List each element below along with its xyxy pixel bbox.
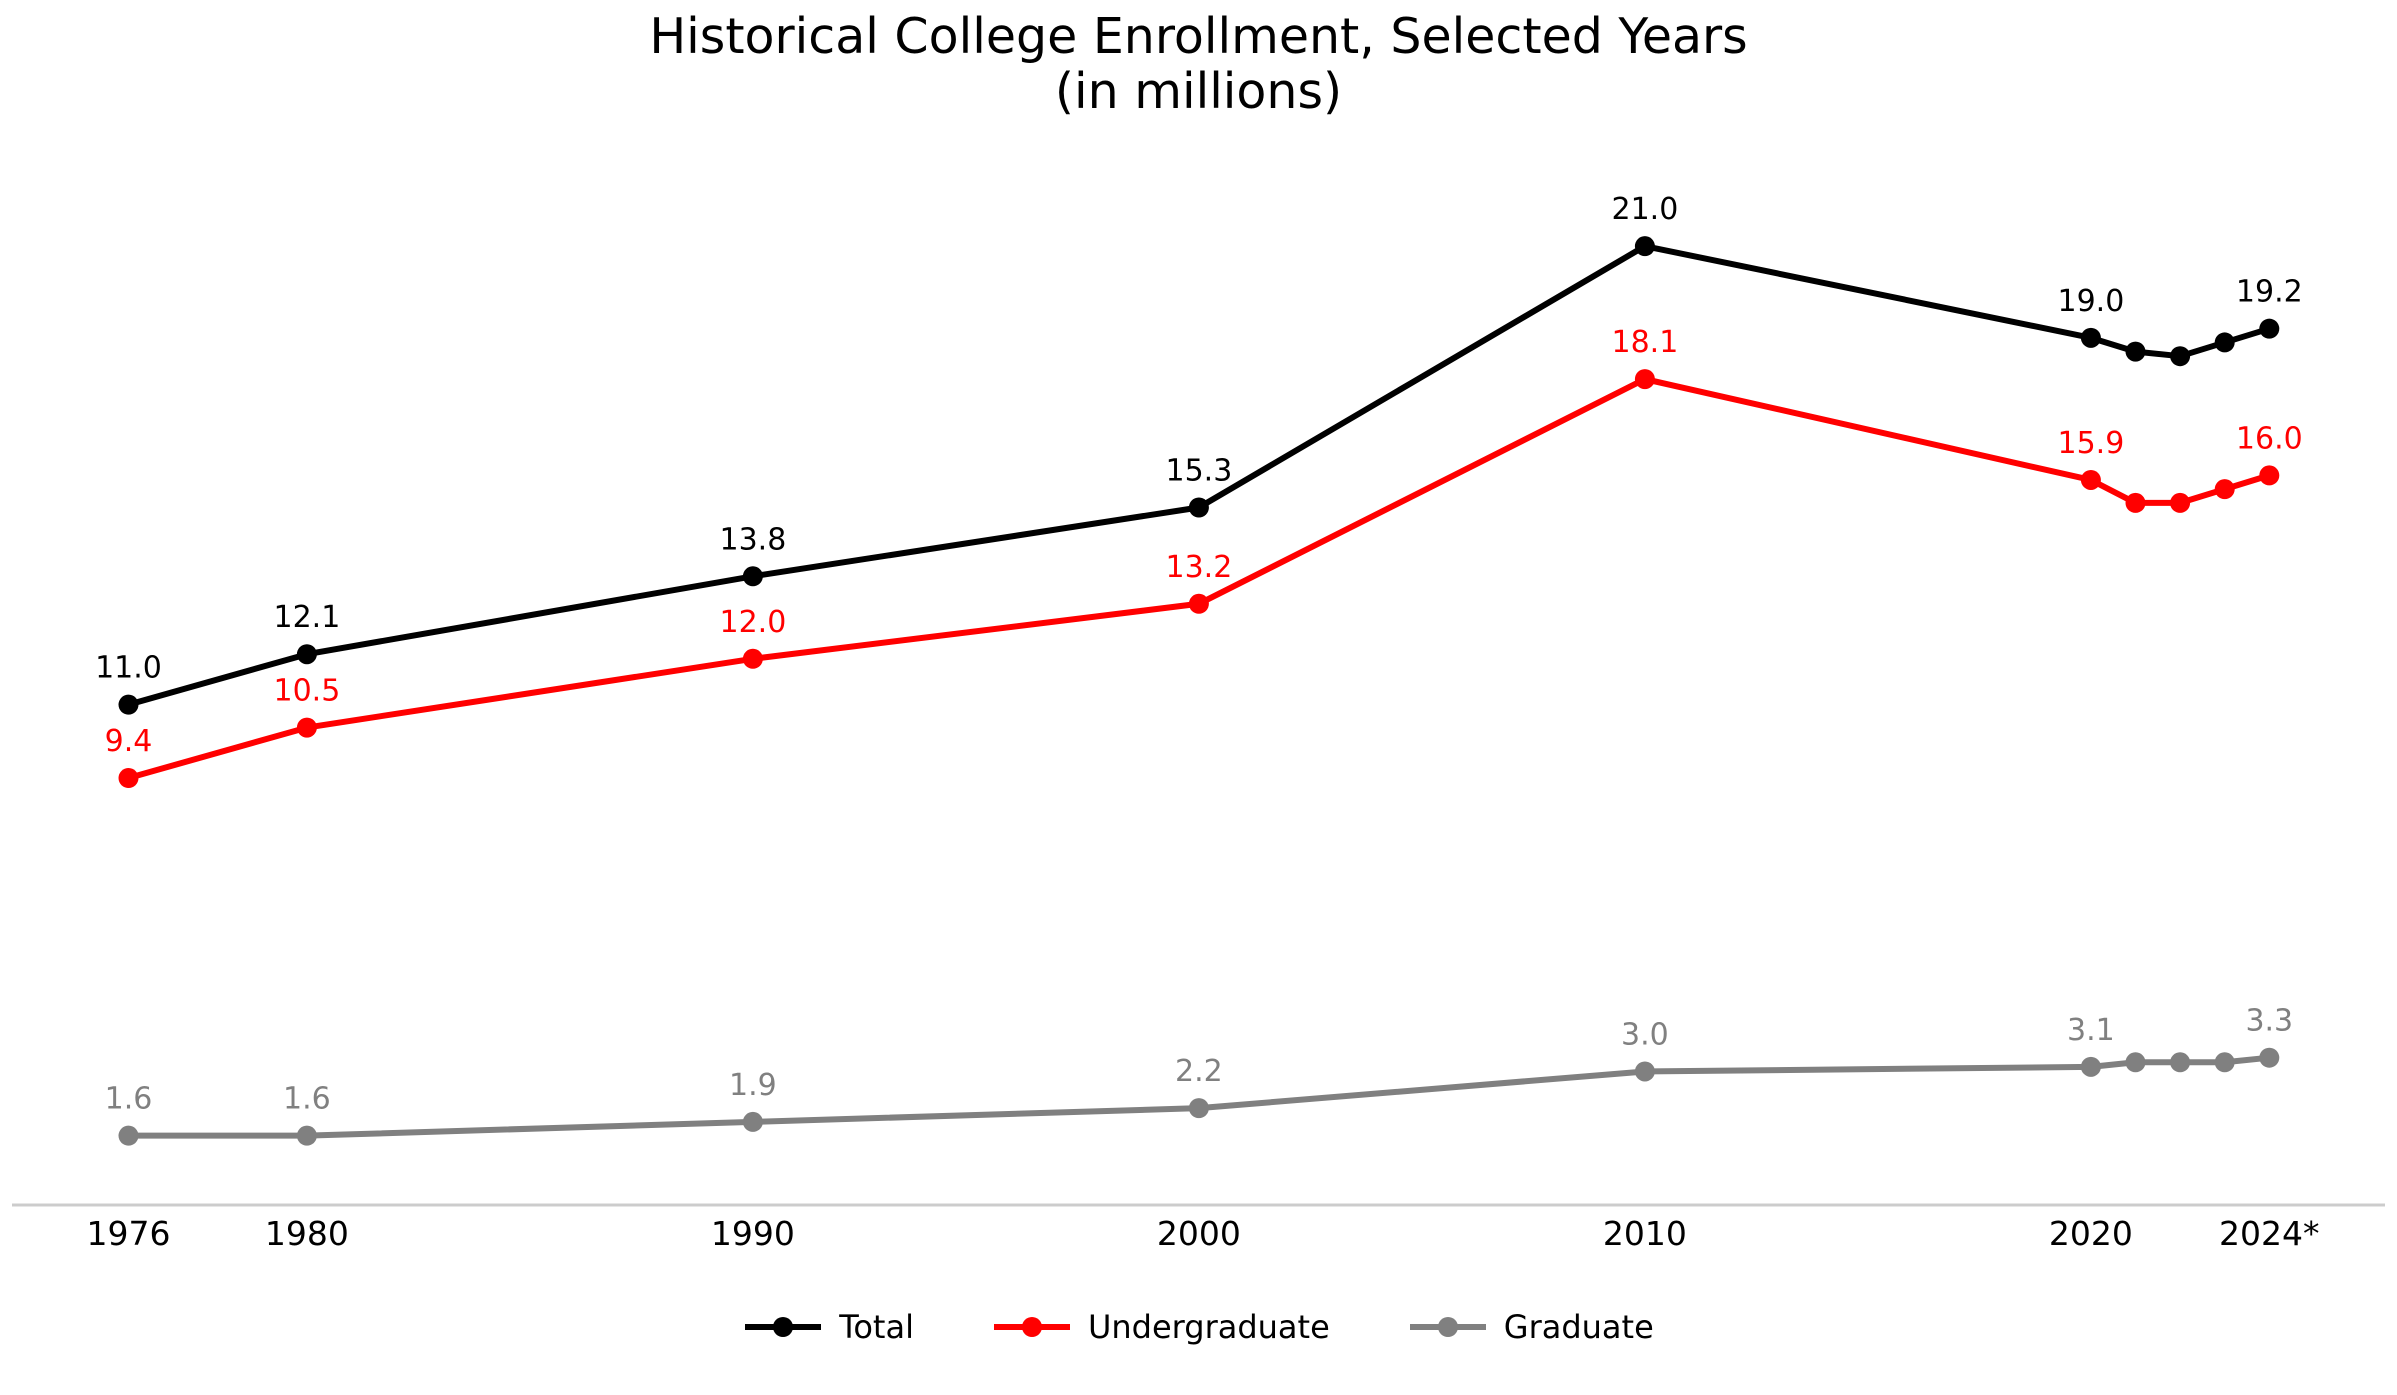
chart-title-block: Historical College Enrollment, Selected … <box>0 8 2397 120</box>
data-point-graduate-2021 <box>2125 1052 2146 1073</box>
legend-line-dot-icon <box>1409 1317 1486 1337</box>
data-point-undergraduate-1990 <box>742 648 763 669</box>
data-label-total-1976: 11.0 <box>95 651 162 686</box>
data-point-undergraduate-2020 <box>2080 469 2101 490</box>
data-point-graduate-2010 <box>1634 1061 1655 1082</box>
data-point-total-1980 <box>296 644 317 665</box>
data-label-total-2000: 15.3 <box>1166 453 1233 488</box>
data-label-graduate-1980: 1.6 <box>283 1082 331 1117</box>
data-label-graduate-2020: 3.1 <box>2067 1013 2115 1048</box>
data-label-total-1990: 13.8 <box>720 522 787 557</box>
legend-item-graduate: Graduate <box>1408 1308 1654 1346</box>
data-label-graduate-1976: 1.6 <box>105 1082 153 1117</box>
data-point-total-2022 <box>2170 346 2191 367</box>
data-point-undergraduate-2010 <box>1634 369 1655 390</box>
legend-label: Undergraduate <box>1087 1308 1330 1346</box>
data-label-graduate-1990: 1.9 <box>729 1068 777 1103</box>
legend-item-undergraduate: Undergraduate <box>992 1308 1330 1346</box>
data-label-undergraduate-1990: 12.0 <box>720 605 787 640</box>
data-point-total-2021 <box>2125 341 2146 362</box>
data-label-undergraduate-2010: 18.1 <box>1612 325 1679 360</box>
data-point-total-1976 <box>118 694 139 715</box>
x-tick-label-2010: 2010 <box>1603 1214 1687 1253</box>
data-label-total-2024: 19.2 <box>2236 275 2303 310</box>
chart-title: Historical College Enrollment, Selected … <box>649 8 1748 65</box>
legend-line-dot-icon <box>745 1317 822 1337</box>
data-label-graduate-2010: 3.0 <box>1621 1017 1669 1052</box>
series-line-graduate <box>125 1054 2273 1139</box>
data-point-graduate-1976 <box>118 1125 139 1146</box>
x-tick-label-2020: 2020 <box>2049 1214 2133 1253</box>
data-label-undergraduate-2024: 16.0 <box>2236 421 2303 456</box>
data-point-graduate-2020 <box>2080 1056 2101 1077</box>
data-point-undergraduate-1980 <box>296 717 317 738</box>
x-tick-label-2024: 2024* <box>2219 1214 2319 1253</box>
legend-label: Graduate <box>1503 1308 1654 1346</box>
x-tick-label-2000: 2000 <box>1157 1214 1241 1253</box>
data-point-graduate-2024 <box>2259 1047 2280 1068</box>
series-line-undergraduate <box>125 376 2273 782</box>
data-label-undergraduate-1976: 9.4 <box>105 724 153 759</box>
data-label-undergraduate-2020: 15.9 <box>2058 426 2125 461</box>
data-point-total-2000 <box>1188 497 1209 518</box>
data-label-total-2010: 21.0 <box>1612 192 1679 227</box>
legend-item-total: Total <box>743 1308 914 1346</box>
data-point-undergraduate-2023 <box>2214 479 2235 500</box>
data-point-undergraduate-2021 <box>2125 492 2146 513</box>
x-tick-label-1990: 1990 <box>711 1214 795 1253</box>
x-tick-label-1980: 1980 <box>265 1214 349 1253</box>
data-point-total-1990 <box>742 566 763 587</box>
legend-line-dot-icon <box>993 1317 1070 1337</box>
data-point-graduate-1990 <box>742 1111 763 1132</box>
data-point-graduate-2000 <box>1188 1098 1209 1119</box>
data-label-total-2020: 19.0 <box>2058 284 2125 319</box>
legend-label: Total <box>839 1308 914 1346</box>
x-tick-label-1976: 1976 <box>87 1214 171 1253</box>
data-point-total-2010 <box>1634 236 1655 257</box>
data-point-total-2024 <box>2259 318 2280 339</box>
data-point-undergraduate-2024 <box>2259 465 2280 486</box>
data-point-graduate-2022 <box>2170 1052 2191 1073</box>
data-label-undergraduate-2000: 13.2 <box>1166 550 1233 585</box>
data-point-graduate-1980 <box>296 1125 317 1146</box>
data-point-undergraduate-1976 <box>118 768 139 789</box>
data-point-total-2023 <box>2214 332 2235 353</box>
data-label-total-1980: 12.1 <box>274 600 341 635</box>
data-label-undergraduate-1980: 10.5 <box>274 674 341 709</box>
data-label-graduate-2024: 3.3 <box>2245 1004 2293 1039</box>
data-point-undergraduate-2022 <box>2170 492 2191 513</box>
series-line-total <box>125 243 2273 708</box>
chart-subtitle: (in millions) <box>1054 62 1343 120</box>
data-label-graduate-2000: 2.2 <box>1175 1054 1223 1089</box>
data-point-total-2020 <box>2080 327 2101 348</box>
data-point-undergraduate-2000 <box>1188 593 1209 614</box>
chart-legend: Total Undergraduate Graduate <box>0 1308 2397 1346</box>
data-point-graduate-2023 <box>2214 1052 2235 1073</box>
